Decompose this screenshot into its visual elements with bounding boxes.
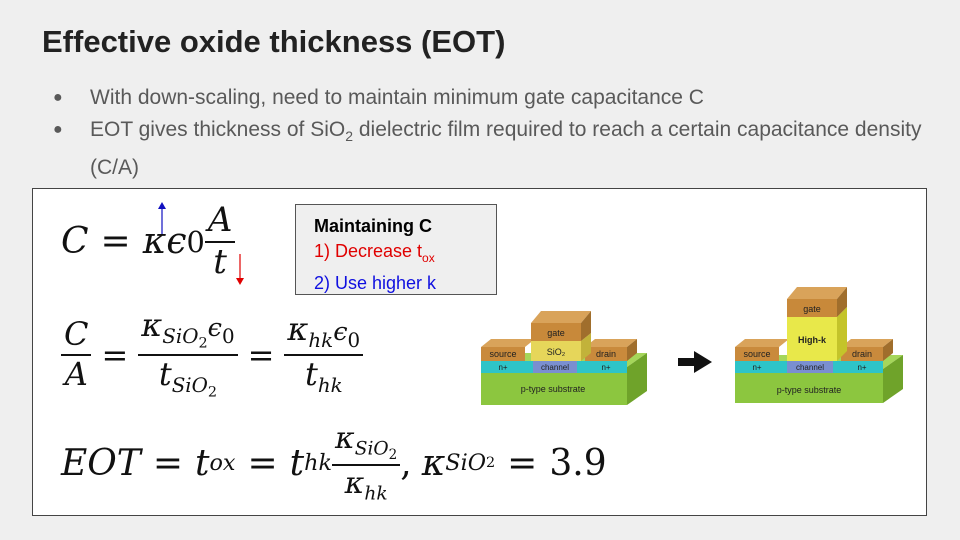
bullet-text: With down-scaling, need to maintain mini…: [90, 86, 704, 109]
bullet-text: EOT gives thickness of SiO2 dielectric f…: [90, 118, 922, 180]
bullet-item: ● With down-scaling, need to maintain mi…: [50, 82, 930, 114]
gate-label: gate: [547, 328, 565, 338]
substrate: [481, 367, 627, 405]
gate-block: [787, 299, 837, 317]
source-contact: [735, 347, 779, 361]
mosfet-sio2-diagram: gate SiO₂ source drain channel n+ n+ p-t…: [481, 311, 647, 405]
callout-item-higher-k: 2) Use higher k: [314, 273, 437, 293]
up-arrow-icon: [158, 202, 166, 234]
down-arrow-icon: [236, 254, 244, 285]
channel-region: [533, 361, 577, 373]
drain-label: drain: [852, 349, 872, 359]
drain-label: drain: [596, 349, 616, 359]
nplus-left-label: n+: [752, 363, 761, 372]
callout-title: Maintaining C: [314, 216, 432, 236]
channel-region: [787, 361, 833, 373]
oxide-label: SiO₂: [547, 347, 566, 357]
gate-block: [531, 323, 581, 341]
bullet-list: ● With down-scaling, need to maintain mi…: [50, 82, 930, 184]
substrate: [735, 369, 883, 403]
source-contact: [481, 347, 525, 361]
substrate-label: p-type substrate: [777, 385, 842, 395]
equation-capacitance-density: C A = κSiO2ϵ0 tSiO2 = κhkϵ0 thk: [61, 308, 364, 400]
source-label: source: [743, 349, 770, 359]
mosfet-highk-diagram: gate High-k source drain channel n+ n+ p…: [735, 287, 903, 403]
source-label: source: [489, 349, 516, 359]
maintaining-c-callout: Maintaining C 1) Decrease tox 2) Use hig…: [295, 204, 497, 295]
right-arrow-icon: [678, 351, 712, 373]
slide-title: Effective oxide thickness (EOT): [42, 24, 506, 59]
gate-label: gate: [803, 304, 821, 314]
drain-contact: [841, 347, 883, 361]
channel-label: channel: [541, 363, 569, 372]
channel-label: channel: [796, 363, 824, 372]
nplus-right-label: n+: [601, 363, 610, 372]
equation-eot: EOT = t ox = t hk κSiO2 κhk , κ SiO 2 = 3.9: [61, 421, 607, 505]
nplus-right-label: n+: [857, 363, 866, 372]
highk-layer: [787, 317, 837, 361]
bullet-dot-icon: ●: [53, 89, 63, 106]
nplus-left-label: n+: [498, 363, 507, 372]
highk-label: High-k: [798, 335, 827, 345]
bullet-item: ● EOT gives thickness of SiO2 dielectric…: [50, 114, 930, 184]
callout-item-decrease-tox: 1) Decrease tox: [314, 241, 435, 265]
bullet-dot-icon: ●: [53, 121, 63, 138]
oxide-layer: [531, 341, 581, 361]
substrate-label: p-type substrate: [521, 384, 586, 394]
drain-contact: [585, 347, 627, 361]
